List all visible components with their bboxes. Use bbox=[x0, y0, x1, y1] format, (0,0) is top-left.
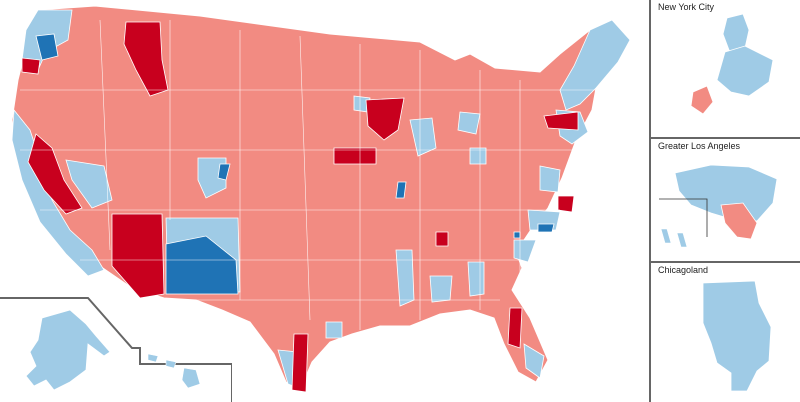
hawaii-shape bbox=[147, 353, 201, 389]
la-orange-county bbox=[720, 202, 758, 240]
inset-title-nyc: New York City bbox=[658, 2, 715, 12]
alaska-shape bbox=[25, 309, 111, 391]
region-virginia bbox=[557, 195, 575, 213]
la-inset-outline bbox=[659, 198, 708, 237]
nyc-staten-island bbox=[690, 85, 714, 115]
region-memphis bbox=[513, 231, 521, 239]
region-north-florida bbox=[507, 307, 523, 349]
region-pennsylvania bbox=[543, 111, 579, 131]
region-alabama-black-belt bbox=[429, 275, 453, 303]
region-dc-metro bbox=[539, 165, 561, 193]
region-raleigh bbox=[537, 223, 555, 233]
region-wisconsin-chicago bbox=[409, 117, 437, 157]
region-nebraska bbox=[333, 147, 377, 165]
region-arizona bbox=[111, 213, 165, 299]
la-county bbox=[674, 164, 778, 222]
region-nevada-south bbox=[65, 159, 113, 209]
region-wisconsin-north bbox=[365, 97, 405, 141]
inset-title-la: Greater Los Angeles bbox=[658, 141, 741, 151]
nyc-map bbox=[690, 13, 774, 115]
region-texas-south bbox=[291, 333, 309, 393]
region-ohio-cities bbox=[469, 147, 487, 165]
inset-greater-los-angeles: Greater Los Angeles bbox=[649, 139, 800, 263]
inset-divider-lines bbox=[0, 297, 232, 402]
region-south-florida bbox=[523, 343, 545, 379]
region-eastern-california bbox=[27, 133, 83, 215]
inset-title-chicago: Chicagoland bbox=[658, 265, 709, 275]
la-coast-islands bbox=[660, 228, 688, 248]
la-map bbox=[659, 164, 778, 248]
region-new-england bbox=[559, 19, 631, 111]
chicago-map bbox=[702, 280, 772, 392]
region-atlanta bbox=[467, 261, 485, 297]
district-lines bbox=[20, 19, 600, 330]
inset-chicagoland: Chicagoland bbox=[649, 263, 800, 402]
region-michigan-detroit bbox=[457, 111, 481, 135]
region-st-louis bbox=[395, 181, 407, 199]
contiguous-us-map bbox=[11, 5, 631, 393]
nyc-queens-brooklyn bbox=[716, 45, 774, 97]
region-seattle bbox=[35, 33, 59, 61]
inset-new-york-city: New York City bbox=[649, 0, 800, 139]
region-arizona-navajo bbox=[165, 235, 239, 295]
region-oregon bbox=[21, 57, 41, 75]
region-oklahoma-spot bbox=[435, 231, 449, 247]
region-denver-core bbox=[217, 163, 231, 181]
region-houston bbox=[325, 321, 343, 339]
region-montana-west bbox=[123, 21, 169, 97]
chicago-districts bbox=[702, 280, 772, 392]
region-south-carolina bbox=[513, 239, 537, 263]
region-colorado-denver bbox=[197, 157, 227, 199]
alaska-hawaii-inset bbox=[0, 297, 232, 402]
